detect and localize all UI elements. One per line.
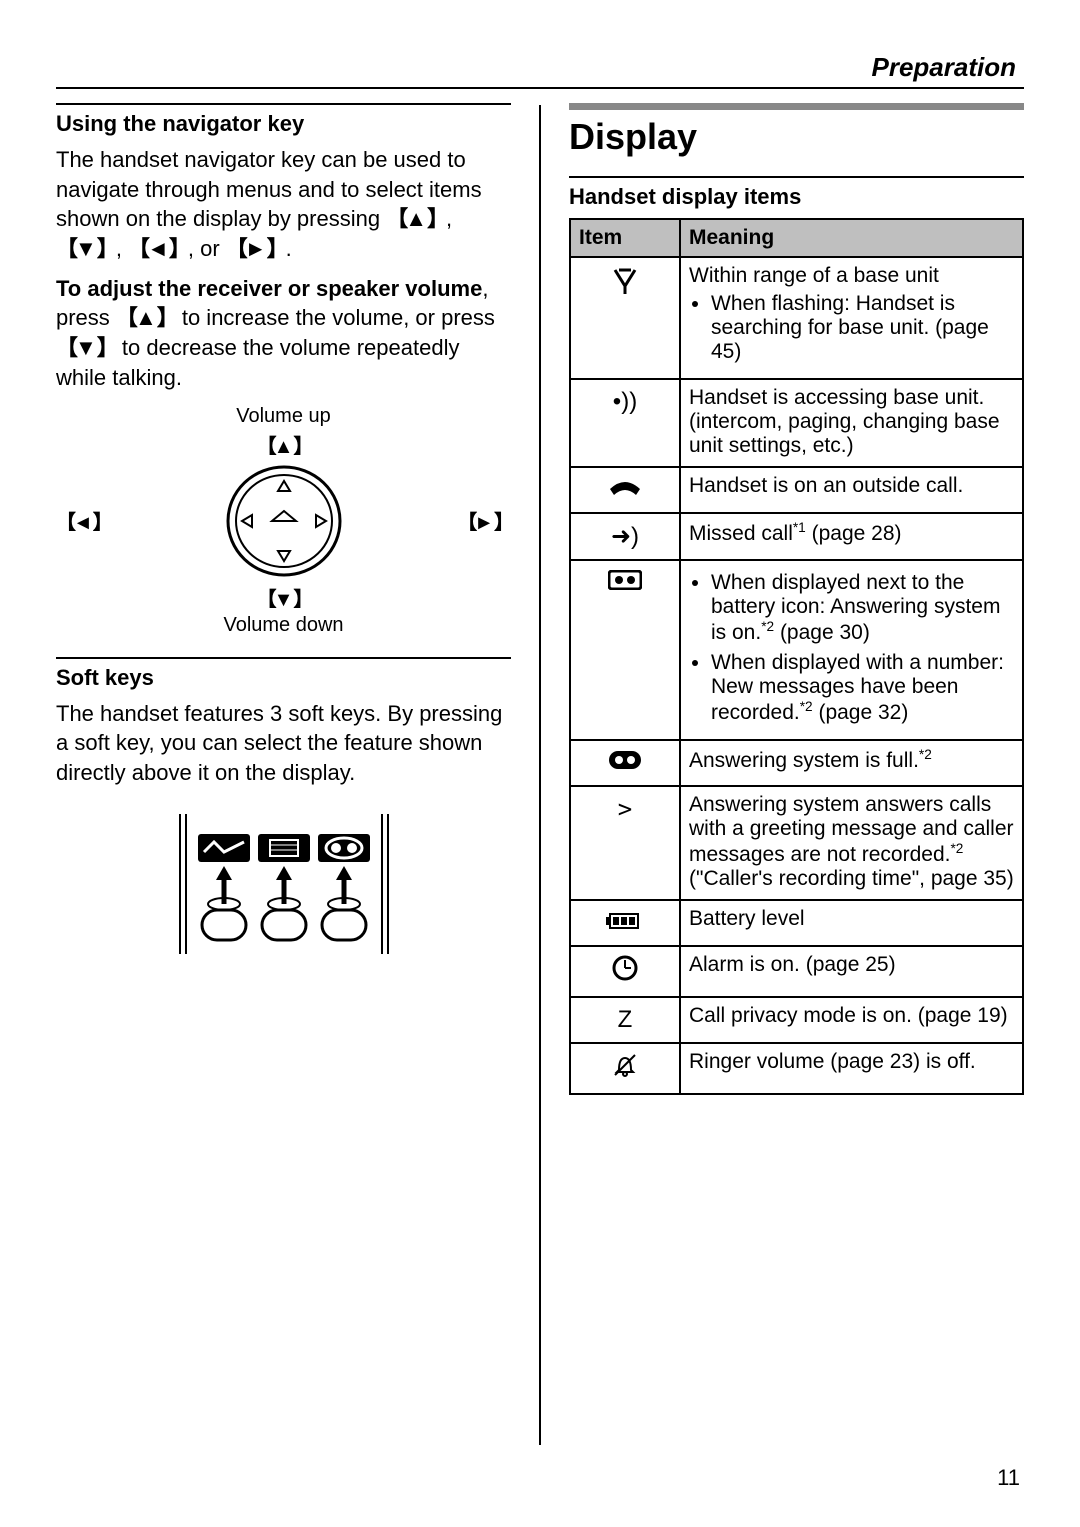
table-row: > Answering system answers calls with a g…	[570, 786, 1023, 900]
key-left: ◄	[128, 234, 188, 264]
table-row: When displayed next to the battery icon:…	[570, 560, 1023, 740]
table-row: Within range of a base unit When flashing…	[570, 257, 1023, 379]
vol-up-label: Volume up	[56, 405, 511, 428]
soft-keys-para: The handset features 3 soft keys. By pre…	[56, 699, 511, 788]
item-icon-text: Z	[618, 1006, 633, 1033]
section-rule-thick	[569, 103, 1024, 110]
key-right: ►	[226, 234, 286, 264]
fig-key-right: ►	[457, 506, 511, 535]
meaning-text: Ringer volume (page 23) is off.	[689, 1050, 1014, 1074]
navigator-svg	[224, 461, 344, 581]
item-icon-cell: ➜)	[570, 513, 680, 560]
sep2: ,	[116, 236, 128, 261]
section-rule	[56, 103, 511, 105]
meaning-cell: Ringer volume (page 23) is off.	[680, 1043, 1023, 1094]
header-section: Preparation	[56, 52, 1024, 87]
table-row: Answering system is full.*2	[570, 740, 1023, 786]
table-title: Handset display items	[569, 184, 1024, 210]
nav-key-title: Using the navigator key	[56, 111, 511, 137]
item-icon-cell: •))	[570, 379, 680, 467]
fig-key-left: ◄	[56, 506, 110, 535]
meaning-text: Within range of a base unit	[689, 264, 1014, 288]
table-row: •)) Handset is accessing base unit. (inte…	[570, 379, 1023, 467]
meaning-cell: When displayed next to the battery icon:…	[680, 560, 1023, 740]
period: .	[286, 236, 292, 261]
key-up: ▲	[386, 204, 446, 234]
column-divider	[539, 105, 541, 1445]
softkey-figure	[56, 804, 511, 969]
right-column: Display Handset display items Item Meani…	[569, 103, 1024, 1447]
meaning-cell: Battery level	[680, 900, 1023, 946]
display-heading: Display	[569, 116, 1024, 158]
header-rule	[56, 87, 1024, 89]
th-item: Item	[570, 219, 680, 257]
item-icon-cell	[570, 257, 680, 379]
page-number: 11	[997, 1465, 1020, 1491]
table-row: Alarm is on. (page 25)	[570, 946, 1023, 997]
key-up2: ▲	[116, 303, 176, 333]
meaning-text: Handset is accessing base unit. (interco…	[689, 386, 1014, 458]
soft-keys-title: Soft keys	[56, 665, 511, 691]
table-row: Battery level	[570, 900, 1023, 946]
key-down2: ▼	[56, 333, 116, 363]
meaning-cell: Alarm is on. (page 25)	[680, 946, 1023, 997]
meaning-bullet-list: When displayed next to the battery icon:…	[689, 571, 1014, 725]
meaning-cell: Handset is accessing base unit. (interco…	[680, 379, 1023, 467]
item-icon-cell	[570, 560, 680, 740]
th-meaning: Meaning	[680, 219, 1023, 257]
meaning-cell: Handset is on an outside call.	[680, 467, 1023, 513]
item-icon-cell: Z	[570, 997, 680, 1043]
item-icon-cell	[570, 740, 680, 786]
meaning-text: Call privacy mode is on. (page 19)	[689, 1004, 1014, 1028]
meaning-cell: Within range of a base unit When flashing…	[680, 257, 1023, 379]
table-row: Ringer volume (page 23) is off.	[570, 1043, 1023, 1094]
table-row: Handset is on an outside call.	[570, 467, 1023, 513]
meaning-cell: Call privacy mode is on. (page 19)	[680, 997, 1023, 1043]
table-row: Z Call privacy mode is on. (page 19)	[570, 997, 1023, 1043]
fig-key-up: ▲	[257, 430, 311, 459]
nav-key-para1: The handset navigator key can be used to…	[56, 145, 511, 264]
meaning-bullet: When displayed next to the battery icon:…	[711, 571, 1014, 645]
sep1: ,	[446, 206, 452, 231]
table-row: ➜) Missed call*1 (page 28)	[570, 513, 1023, 560]
item-icon-cell	[570, 946, 680, 997]
item-icon-cell	[570, 467, 680, 513]
item-icon-cell: >	[570, 786, 680, 900]
meaning-text: Answering system is full.*2	[689, 747, 1014, 773]
item-icon-cell	[570, 1043, 680, 1094]
nav-key-para2-bold: To adjust the receiver or speaker volume	[56, 276, 482, 301]
meaning-text: Missed call*1 (page 28)	[689, 520, 1014, 546]
meaning-text: Answering system answers calls with a gr…	[689, 793, 1014, 891]
navigator-figure: Volume up ▲ ◄ ► ▼ Volume	[56, 405, 511, 637]
nav-key-para2b: to increase the volume, or press	[176, 305, 495, 330]
meaning-cell: Answering system answers calls with a gr…	[680, 786, 1023, 900]
fig-key-down: ▼	[257, 583, 311, 612]
nav-key-para2: To adjust the receiver or speaker volume…	[56, 274, 511, 393]
meaning-text: Battery level	[689, 907, 1014, 931]
sep3: , or	[188, 236, 226, 261]
key-down: ▼	[56, 234, 116, 264]
meaning-text: Alarm is on. (page 25)	[689, 953, 1014, 977]
meaning-cell: Answering system is full.*2	[680, 740, 1023, 786]
nav-key-para2c: to decrease the volume repeatedly while …	[56, 335, 459, 390]
vol-down-label: Volume down	[56, 614, 511, 637]
softkey-svg	[154, 804, 414, 964]
section-rule-3	[569, 176, 1024, 178]
meaning-bullet-list: When flashing: Handset is searching for …	[689, 292, 1014, 364]
meaning-text: Handset is on an outside call.	[689, 474, 1014, 498]
meaning-bullet: When flashing: Handset is searching for …	[711, 292, 1014, 364]
meaning-cell: Missed call*1 (page 28)	[680, 513, 1023, 560]
item-icon-cell	[570, 900, 680, 946]
display-items-table: Item Meaning Within range of a base unit…	[569, 218, 1024, 1095]
section-rule-2	[56, 657, 511, 659]
item-icon-text: >	[618, 795, 632, 823]
meaning-bullet: When displayed with a number: New messag…	[711, 651, 1014, 725]
item-icon-text: ➜)	[611, 523, 639, 550]
item-icon-text: •))	[613, 388, 637, 415]
left-column: Using the navigator key The handset navi…	[56, 103, 511, 1447]
